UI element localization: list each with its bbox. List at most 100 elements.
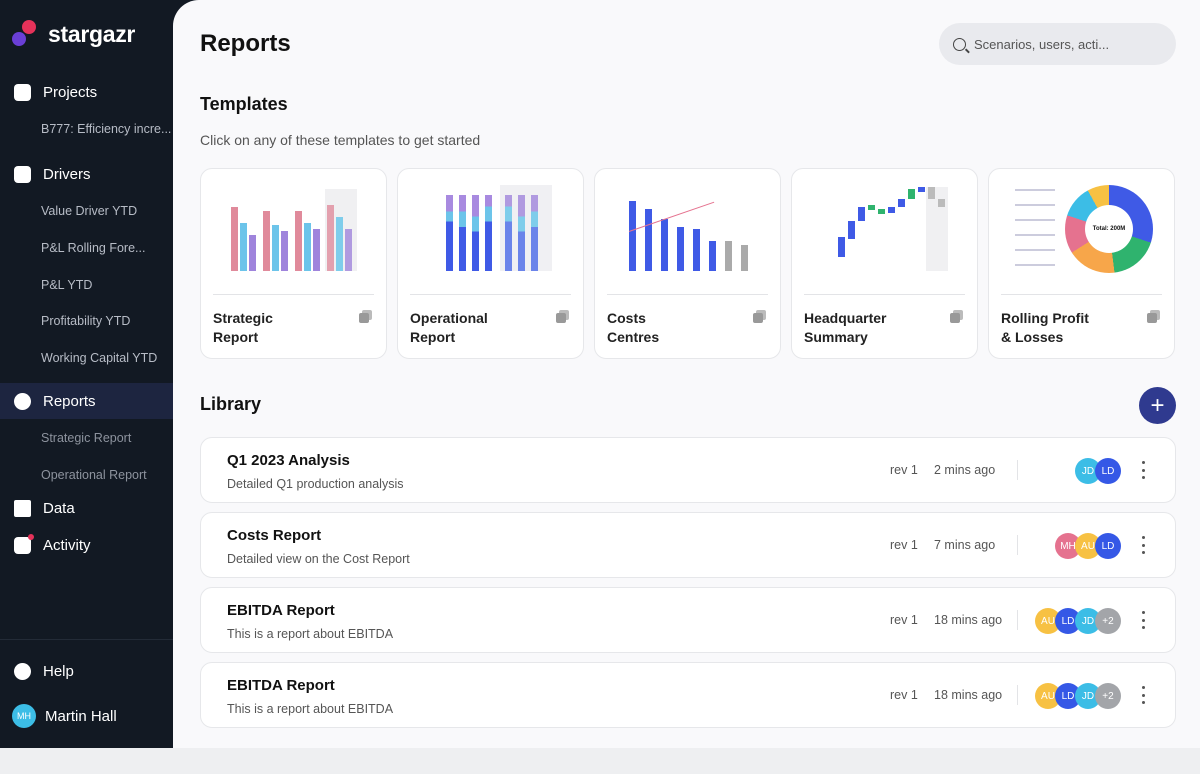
nav-label: Projects — [43, 83, 98, 101]
revision: rev 1 — [890, 613, 918, 627]
library-row[interactable]: Costs Report Detailed view on the Cost R… — [200, 512, 1176, 578]
divider — [804, 294, 965, 295]
brand-logo[interactable]: stargazr — [12, 20, 135, 48]
avatar: +2 — [1095, 608, 1121, 634]
nav-sub-item[interactable]: Value Driver YTD — [41, 204, 138, 218]
activity-icon — [14, 533, 34, 554]
timestamp: 7 mins ago — [934, 538, 996, 552]
template-card-rolling-pl[interactable]: Total: 200M Rolling Profit & Losses — [988, 168, 1175, 359]
timestamp: 18 mins ago — [934, 613, 1003, 627]
nav-sub-item[interactable]: P&L YTD — [41, 278, 93, 292]
template-title: Operational Report — [410, 310, 488, 345]
drivers-icon — [14, 165, 31, 183]
nav-sub-item[interactable]: Strategic Report — [41, 431, 132, 445]
divider — [410, 294, 571, 295]
library-row[interactable]: EBITDA Report This is a report about EBI… — [200, 587, 1176, 653]
nav-sub-item[interactable]: Working Capital YTD — [41, 351, 158, 365]
library-row[interactable]: Q1 2023 Analysis Detailed Q1 production … — [200, 437, 1176, 503]
row-description: Detailed view on the Cost Report — [227, 552, 410, 566]
revision: rev 1 — [890, 688, 918, 702]
nav-label: Activity — [43, 536, 91, 554]
nav-projects[interactable]: Projects — [0, 74, 173, 110]
search-input[interactable]: Scenarios, users, acti... — [939, 23, 1176, 65]
add-report-button[interactable]: + — [1139, 387, 1176, 424]
nav-drivers[interactable]: Drivers — [0, 156, 173, 192]
nav-sub-item[interactable]: B777: Efficiency incre... — [41, 122, 172, 136]
nav-data[interactable]: Data — [0, 490, 173, 526]
reports-icon — [14, 392, 31, 410]
divider — [1001, 294, 1162, 295]
copy-icon[interactable] — [359, 310, 372, 323]
timestamp: 2 mins ago — [934, 463, 996, 477]
row-title: Costs Report — [227, 527, 322, 544]
nav-label: Drivers — [43, 165, 91, 183]
cost-chart-thumbnail — [607, 179, 767, 291]
row-title: Q1 2023 Analysis — [227, 452, 350, 469]
user-name: Martin Hall — [45, 707, 117, 725]
revision: rev 1 — [890, 538, 918, 552]
row-description: This is a report about EBITDA — [227, 627, 394, 641]
avatar-group: LD JD — [1075, 458, 1121, 484]
divider — [1017, 610, 1018, 630]
copy-icon[interactable] — [1147, 310, 1160, 323]
copy-icon[interactable] — [556, 310, 569, 323]
page-title: Reports — [200, 30, 291, 57]
donut-thumbnail: Total: 200M — [1001, 179, 1161, 291]
more-options-icon[interactable] — [1141, 461, 1145, 479]
help-icon — [14, 662, 31, 680]
copy-icon[interactable] — [753, 310, 766, 323]
layout-icon — [14, 499, 31, 517]
avatar-group: +2 JD LD AU — [1035, 608, 1121, 634]
row-description: Detailed Q1 production analysis — [227, 477, 404, 491]
template-card-costs[interactable]: Costs Centres — [594, 168, 781, 359]
library-row[interactable]: EBITDA Report This is a report about EBI… — [200, 662, 1176, 728]
main-content: Reports Scenarios, users, acti... Templa… — [173, 0, 1200, 748]
templates-subtitle: Click on any of these templates to get s… — [200, 132, 481, 148]
nav-label: Help — [43, 662, 74, 680]
more-options-icon[interactable] — [1141, 611, 1145, 629]
avatar: +2 — [1095, 683, 1121, 709]
nav-label: Reports — [43, 392, 96, 410]
donut-label: Total: 200M — [1085, 205, 1133, 253]
stacked-bar-thumbnail — [410, 179, 570, 291]
copy-icon[interactable] — [950, 310, 963, 323]
row-description: This is a report about EBITDA — [227, 702, 394, 716]
user-profile[interactable]: MH Martin Hall — [0, 698, 173, 734]
divider — [0, 639, 173, 640]
avatar: LD — [1095, 533, 1121, 559]
brand-name: stargazr — [48, 20, 136, 47]
template-title: Costs Centres — [607, 310, 660, 345]
row-title: EBITDA Report — [227, 602, 335, 619]
logo-icon — [12, 20, 38, 48]
nav-reports[interactable]: Reports — [0, 383, 173, 419]
calendar-icon — [14, 83, 31, 101]
more-options-icon[interactable] — [1141, 686, 1145, 704]
sidebar: stargazr Projects B777: Efficiency incre… — [0, 0, 173, 748]
nav-activity[interactable]: Activity — [0, 527, 173, 563]
revision: rev 1 — [890, 463, 918, 477]
template-card-headquarter[interactable]: Headquarter Summary — [791, 168, 978, 359]
avatar-group: +2 JD LD AU — [1035, 683, 1121, 709]
template-card-operational[interactable]: Operational Report — [397, 168, 584, 359]
search-icon — [953, 37, 966, 51]
templates-heading: Templates — [200, 94, 288, 114]
nav-label: Data — [43, 499, 75, 517]
nav-sub-item[interactable]: P&L Rolling Fore... — [41, 241, 146, 255]
bar-chart-thumbnail — [213, 179, 373, 291]
template-card-strategic[interactable]: Strategic Report — [200, 168, 387, 359]
divider — [1017, 535, 1018, 555]
row-title: EBITDA Report — [227, 677, 335, 694]
divider — [1017, 460, 1018, 480]
bottom-strip — [0, 748, 1200, 774]
divider — [1017, 685, 1018, 705]
nav-help[interactable]: Help — [0, 653, 173, 689]
library-heading: Library — [200, 394, 262, 414]
more-options-icon[interactable] — [1141, 536, 1145, 554]
avatar: LD — [1095, 458, 1121, 484]
divider — [607, 294, 768, 295]
nav-sub-item[interactable]: Profitability YTD — [41, 314, 131, 328]
avatar: MH — [12, 704, 36, 728]
divider — [213, 294, 374, 295]
timestamp: 18 mins ago — [934, 688, 1003, 702]
nav-sub-item[interactable]: Operational Report — [41, 468, 147, 482]
